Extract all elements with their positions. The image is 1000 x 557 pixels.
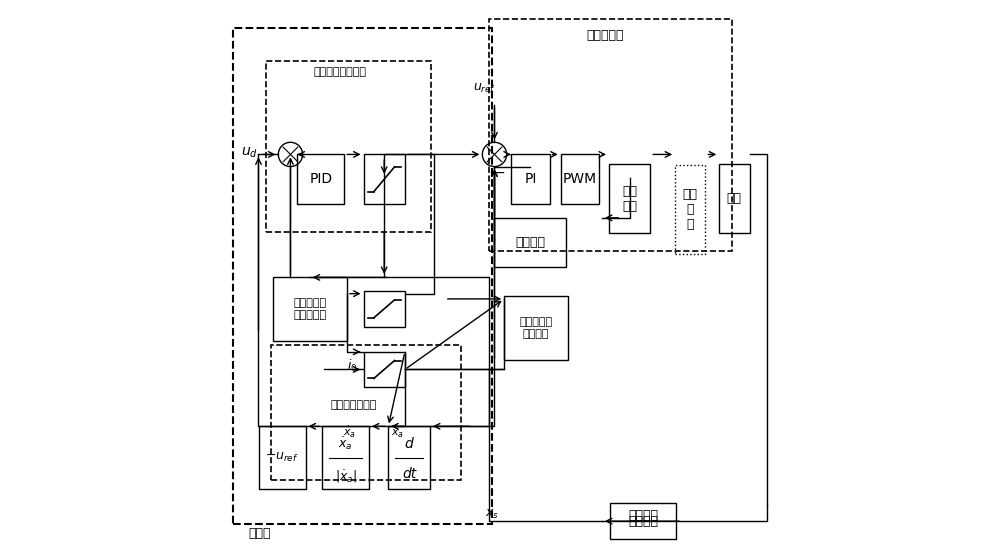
Bar xyxy=(511,154,550,204)
Bar xyxy=(610,503,676,539)
Bar xyxy=(561,154,599,204)
Bar xyxy=(388,426,430,490)
Text: $\dot{x}_a$: $\dot{x}_a$ xyxy=(338,436,353,452)
Text: 阻尼力控制模块: 阻尼力控制模块 xyxy=(331,400,377,411)
Text: 转子运动状
态评估模块: 转子运动状 态评估模块 xyxy=(293,298,326,320)
Text: 半桥
功率: 半桥 功率 xyxy=(622,184,637,213)
Bar xyxy=(364,291,405,327)
Text: −: − xyxy=(493,166,505,180)
Text: 弹性支撑座
电磁线圈: 弹性支撑座 电磁线圈 xyxy=(519,317,552,339)
Text: dt: dt xyxy=(402,467,416,481)
Bar xyxy=(504,296,568,360)
Bar xyxy=(233,28,492,524)
Bar xyxy=(489,19,732,251)
Text: 转子: 转子 xyxy=(727,192,742,205)
Bar xyxy=(297,154,344,204)
Text: d: d xyxy=(405,437,413,451)
Text: $u_d$: $u_d$ xyxy=(241,145,258,160)
Text: $|\dot{x}_a|$: $|\dot{x}_a|$ xyxy=(335,469,357,485)
Text: 转子位置控制模块: 转子位置控制模块 xyxy=(314,67,367,77)
Text: PID: PID xyxy=(309,172,332,186)
Text: $\dot{x}_a$: $\dot{x}_a$ xyxy=(343,426,357,441)
Bar xyxy=(675,165,705,253)
Bar xyxy=(494,218,566,267)
Text: PI: PI xyxy=(524,172,537,186)
Text: $-u_{ref}$: $-u_{ref}$ xyxy=(265,451,299,465)
Text: 功率放大器: 功率放大器 xyxy=(586,30,624,42)
Text: 位移采样: 位移采样 xyxy=(628,515,658,527)
Text: PWM: PWM xyxy=(563,172,597,186)
Bar xyxy=(364,154,405,204)
Text: $\dot{x}_a$: $\dot{x}_a$ xyxy=(391,426,405,441)
Bar xyxy=(266,61,431,232)
Text: $x_s$: $x_s$ xyxy=(485,508,499,521)
Bar xyxy=(259,426,306,490)
Text: 控制器: 控制器 xyxy=(249,527,271,540)
Bar xyxy=(719,164,750,233)
Bar xyxy=(271,345,461,480)
Bar xyxy=(322,426,369,490)
Bar xyxy=(273,277,347,340)
Text: $i_0$: $i_0$ xyxy=(347,358,357,374)
Bar xyxy=(364,351,405,388)
Text: 位移采样: 位移采样 xyxy=(628,509,658,522)
Bar xyxy=(609,164,650,233)
Text: 定子
线
圈: 定子 线 圈 xyxy=(683,188,698,231)
Text: 电流采样: 电流采样 xyxy=(515,236,545,249)
Text: $u_{ref}$: $u_{ref}$ xyxy=(473,82,496,95)
